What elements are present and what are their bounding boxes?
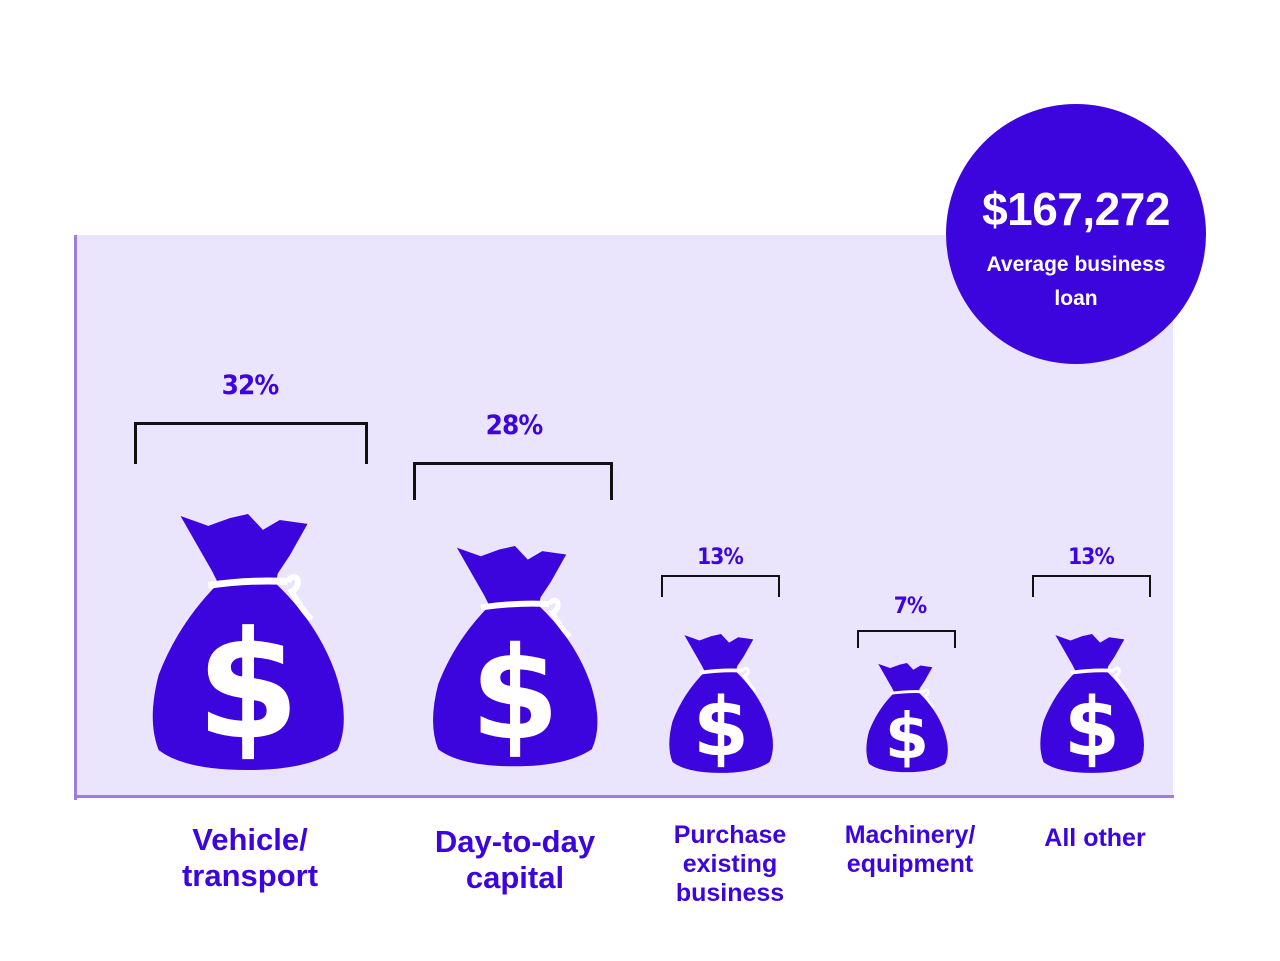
money-bag-icon bbox=[864, 663, 950, 773]
category-label-purchase: Purchase existing business bbox=[673, 821, 787, 907]
money-bag-icon bbox=[428, 546, 602, 768]
bracket-all-other bbox=[1032, 575, 1151, 597]
bracket-vehicle bbox=[134, 422, 368, 464]
category-label-machinery: Machinery/ equipment bbox=[844, 821, 976, 878]
money-bag-icon bbox=[666, 634, 776, 774]
money-bag-icon bbox=[146, 514, 350, 772]
category-label-all-other: All other bbox=[1044, 824, 1146, 852]
category-label-day-to-day: Day-to-day capital bbox=[434, 824, 596, 895]
average-loan-badge: $167,272 Average business loan bbox=[946, 104, 1206, 364]
percent-label-vehicle: 32% bbox=[221, 370, 280, 401]
x-axis-line bbox=[74, 795, 1174, 798]
average-loan-caption: Average business loan bbox=[986, 253, 1166, 310]
percent-label-all-other: 13% bbox=[1068, 545, 1115, 570]
percent-label-machinery: 7% bbox=[893, 594, 927, 619]
percent-label-purchase: 13% bbox=[697, 545, 744, 570]
y-axis-line bbox=[74, 235, 77, 800]
average-loan-amount: $167,272 bbox=[982, 183, 1170, 235]
bracket-machinery bbox=[857, 630, 956, 648]
percent-label-day-to-day: 28% bbox=[485, 410, 544, 441]
bracket-purchase bbox=[661, 575, 780, 597]
category-label-vehicle: Vehicle/ transport bbox=[181, 822, 319, 893]
bracket-day-to-day bbox=[413, 462, 613, 500]
money-bag-icon bbox=[1037, 634, 1147, 774]
